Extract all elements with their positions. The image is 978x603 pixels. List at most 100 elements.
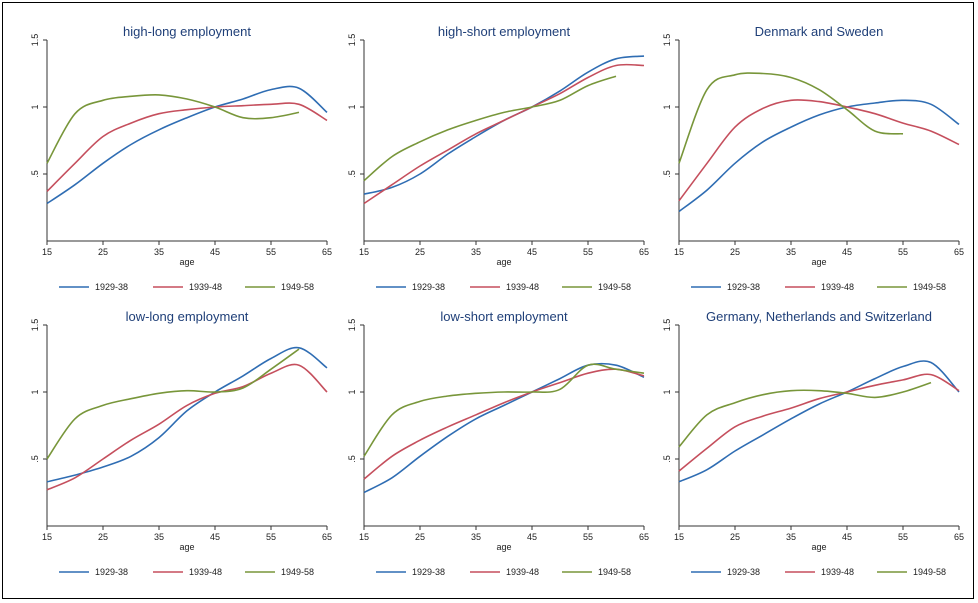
legend-label: 1929-38 [95, 567, 128, 577]
y-tick-label: .5 [30, 455, 40, 463]
legend-label: 1929-38 [727, 282, 760, 292]
y-tick-label: .5 [662, 170, 672, 178]
x-tick-label: 55 [583, 532, 593, 542]
legend-label: 1949-58 [913, 282, 946, 292]
x-tick-label: 15 [42, 247, 52, 257]
x-tick-label: 35 [786, 532, 796, 542]
x-tick-label: 35 [471, 247, 481, 257]
chart-title: low-short employment [440, 309, 568, 324]
x-tick-label: 55 [898, 247, 908, 257]
legend-label: 1939-48 [821, 567, 854, 577]
x-tick-label: 65 [322, 247, 332, 257]
x-tick-label: 45 [527, 532, 537, 542]
x-tick-label: 15 [674, 247, 684, 257]
legend-label: 1949-58 [598, 282, 631, 292]
series-line-1929-38 [363, 362, 645, 494]
y-tick-label: 1.5 [662, 319, 672, 332]
legend-label: 1929-38 [727, 567, 760, 577]
series-line-1929-38 [678, 360, 960, 483]
legend-label: 1929-38 [412, 282, 445, 292]
chart-panel-6: Germany, Netherlands and Switzerland .5 1 1… [662, 309, 964, 577]
series-line-1929-38 [46, 85, 328, 205]
chart-panel-4: low-long employment .5 1 1.5 15 25 35 45 55 65 age… [30, 309, 332, 577]
legend-label: 1949-58 [281, 282, 314, 292]
series-line-1939-48 [678, 99, 960, 202]
series-line-1929-38 [678, 99, 960, 213]
chart-title: Germany, Netherlands and Switzerland [706, 309, 932, 324]
chart-panel-3: Denmark and Sweden .5 1 1.5 15 25 35 45 55 65 age 1… [662, 24, 964, 292]
x-tick-label: 25 [415, 247, 425, 257]
x-tick-label: 45 [842, 247, 852, 257]
x-tick-label: 65 [639, 247, 649, 257]
legend-label: 1939-48 [506, 567, 539, 577]
series-line-1949-58 [678, 381, 932, 448]
x-tick-label: 55 [266, 247, 276, 257]
x-tick-label: 35 [154, 532, 164, 542]
x-axis-label: age [496, 257, 511, 267]
y-tick-label: 1 [347, 104, 357, 109]
x-axis-label: age [179, 257, 194, 267]
series-line-1929-38 [46, 346, 328, 483]
series-line-1949-58 [46, 348, 300, 460]
series-line-1949-58 [678, 72, 904, 164]
x-axis-label: age [811, 542, 826, 552]
x-tick-label: 15 [674, 532, 684, 542]
chart-title: high-long employment [123, 24, 251, 39]
series-line-1949-58 [46, 94, 300, 164]
legend-label: 1939-48 [189, 282, 222, 292]
series-line-1939-48 [46, 102, 328, 192]
legend-label: 1949-58 [281, 567, 314, 577]
x-tick-label: 45 [842, 532, 852, 542]
x-tick-label: 25 [98, 532, 108, 542]
x-tick-label: 45 [210, 532, 220, 542]
y-tick-label: 1.5 [30, 34, 40, 47]
chart-title: high-short employment [438, 24, 571, 39]
legend-label: 1939-48 [506, 282, 539, 292]
series-line-1939-48 [363, 63, 645, 205]
x-tick-label: 15 [359, 247, 369, 257]
x-tick-label: 55 [583, 247, 593, 257]
x-tick-label: 45 [210, 247, 220, 257]
x-tick-label: 65 [954, 247, 964, 257]
legend-label: 1949-58 [598, 567, 631, 577]
chart-panel-1: high-long employment .5 1 1.5 15 25 35 45 55 65 ag… [30, 24, 332, 292]
series-line-1949-58 [363, 363, 645, 457]
legend-label: 1929-38 [412, 567, 445, 577]
y-tick-label: 1 [30, 389, 40, 394]
x-tick-label: 55 [266, 532, 276, 542]
legend-label: 1929-38 [95, 282, 128, 292]
y-tick-label: 1 [662, 389, 672, 394]
y-tick-label: 1.5 [347, 319, 357, 332]
chart-panel-5: low-short employment .5 1 1.5 15 25 35 45 55 65 ag… [347, 309, 649, 577]
x-tick-label: 25 [730, 247, 740, 257]
y-tick-label: 1.5 [30, 319, 40, 332]
x-axis-label: age [179, 542, 194, 552]
y-tick-label: 1 [662, 104, 672, 109]
y-tick-label: 1 [30, 104, 40, 109]
x-tick-label: 25 [98, 247, 108, 257]
x-tick-label: 15 [42, 532, 52, 542]
y-tick-label: .5 [662, 455, 672, 463]
series-line-1939-48 [46, 363, 328, 491]
x-tick-label: 65 [954, 532, 964, 542]
x-tick-label: 55 [898, 532, 908, 542]
x-tick-label: 35 [471, 532, 481, 542]
x-axis-label: age [811, 257, 826, 267]
chart-panel-2: high-short employment .5 1 1.5 15 25 35 45 55 65 a… [347, 24, 649, 292]
y-tick-label: .5 [347, 170, 357, 178]
x-tick-label: 65 [639, 532, 649, 542]
y-tick-label: 1.5 [662, 34, 672, 47]
chart-title: Denmark and Sweden [755, 24, 884, 39]
y-tick-label: .5 [30, 170, 40, 178]
x-axis-label: age [496, 542, 511, 552]
legend-label: 1939-48 [189, 567, 222, 577]
legend-label: 1939-48 [821, 282, 854, 292]
y-tick-label: 1.5 [347, 34, 357, 47]
x-tick-label: 65 [322, 532, 332, 542]
x-tick-label: 45 [527, 247, 537, 257]
x-tick-label: 35 [786, 247, 796, 257]
y-tick-label: 1 [347, 389, 357, 394]
x-tick-label: 25 [730, 532, 740, 542]
chart-title: low-long employment [126, 309, 249, 324]
